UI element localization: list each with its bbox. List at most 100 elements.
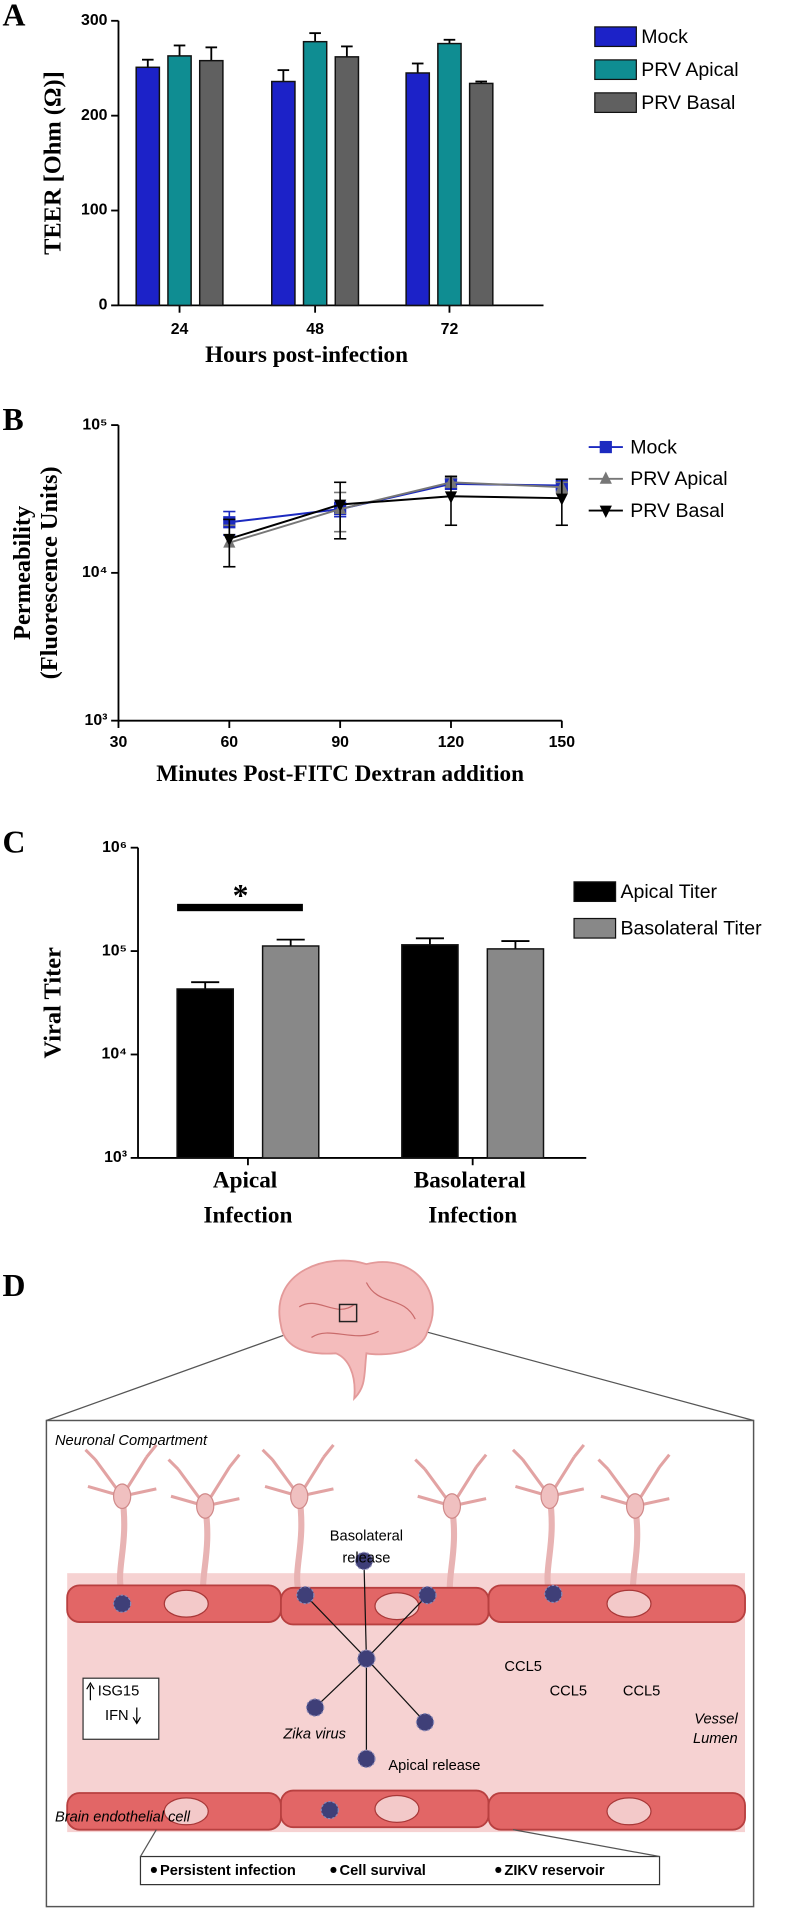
panel-label: B	[2, 402, 23, 437]
label: ISG15	[98, 1684, 140, 1700]
neuron-soma	[112, 1483, 132, 1510]
neuron-dendrites	[414, 1453, 488, 1508]
bullet	[495, 1866, 502, 1874]
y-axis-label: Permeability	[9, 506, 36, 640]
significance-bar	[177, 903, 303, 912]
release-arrow	[304, 1594, 367, 1660]
virus-particle	[320, 1800, 339, 1820]
isg-box	[82, 1677, 160, 1740]
significance-label: *	[233, 878, 249, 913]
virus-particle	[544, 1584, 563, 1604]
y-axis-label: TEER [Ohm (Ω)]	[40, 71, 67, 255]
legend-label: PRV Apical	[630, 468, 727, 490]
legend-label: PRV Apical	[641, 59, 738, 81]
y-tick-label: 10³	[104, 1149, 127, 1166]
virus-particle	[357, 1649, 376, 1668]
panel-label: C	[2, 825, 25, 860]
bar	[261, 945, 320, 1159]
callout-line	[512, 1829, 660, 1858]
arrows	[86, 1681, 141, 1725]
virus-particle	[418, 1585, 437, 1605]
legend-label: Mock	[630, 436, 677, 458]
label: Vessel	[694, 1712, 738, 1728]
bar	[405, 72, 431, 307]
y-tick-label: 10⁵	[82, 416, 107, 433]
x-axis-label: Hours post-infection	[205, 342, 408, 368]
nucleus	[606, 1797, 652, 1826]
nucleus	[163, 1589, 209, 1618]
legend-marker	[599, 440, 612, 454]
x-tick-label: Basolateral Infection	[414, 1168, 532, 1229]
legend-marker	[599, 505, 612, 518]
label: Persistent infection	[160, 1863, 296, 1879]
label: Cell survival	[340, 1863, 426, 1879]
label: Lumen	[693, 1731, 738, 1747]
release-arrow	[363, 1560, 368, 1659]
virus-particle	[112, 1594, 132, 1613]
y-tick-label: 200	[81, 107, 108, 124]
legend-label: PRV Basal	[641, 92, 735, 114]
bar	[176, 988, 235, 1159]
bar	[468, 82, 494, 307]
legend-label: Apical Titer	[620, 881, 717, 903]
y-tick-label: 10⁵	[102, 942, 127, 959]
virus-particle	[354, 1551, 374, 1571]
neuron-soma	[442, 1493, 462, 1519]
brain-vessels	[298, 1282, 416, 1338]
y-tick-label: 10³	[85, 712, 108, 729]
legend-swatch	[594, 59, 637, 81]
label: IFN	[105, 1708, 129, 1724]
bar	[271, 80, 296, 307]
panel-label: D	[2, 1268, 25, 1303]
zoom-square	[338, 1303, 358, 1323]
y-axis-label: Viral Titer	[40, 947, 67, 1059]
neuron-soma	[196, 1493, 215, 1519]
neuron-dendrites	[84, 1443, 158, 1498]
neuron-soma	[290, 1483, 309, 1510]
bullet	[330, 1866, 337, 1874]
bar	[198, 59, 224, 307]
nucleus	[374, 1592, 420, 1621]
x-tick-label: 48	[306, 321, 324, 338]
legend-swatch	[573, 881, 617, 903]
nucleus	[374, 1794, 420, 1823]
label: ZIKV reservoir	[504, 1863, 604, 1879]
y-tick-label: 100	[81, 202, 108, 219]
marker	[334, 499, 347, 512]
label: Apical release	[388, 1758, 480, 1774]
marker	[555, 493, 568, 506]
x-tick-label: 72	[441, 321, 459, 338]
label: release	[342, 1550, 390, 1566]
bar	[401, 944, 459, 1159]
label: Basolateral	[330, 1528, 403, 1544]
virus-particle	[305, 1698, 325, 1717]
bar	[437, 42, 462, 307]
line	[229, 495, 562, 540]
virus-particle	[357, 1749, 376, 1768]
line	[229, 481, 562, 544]
y-tick-label: 10⁴	[82, 564, 108, 581]
release-arrow	[365, 1658, 426, 1723]
outcome-box	[139, 1855, 661, 1886]
y-tick-label: 300	[81, 12, 108, 29]
bar	[302, 40, 328, 307]
y-tick-label: 0	[99, 297, 108, 314]
bar	[135, 66, 161, 307]
label: Brain endothelial cell	[55, 1809, 191, 1825]
callout-line	[139, 1829, 157, 1857]
marker	[223, 533, 236, 547]
legend-label: Basolateral Titer	[620, 918, 762, 940]
brain	[278, 1259, 434, 1401]
panel-label: A	[2, 0, 25, 33]
x-axis-label: Minutes Post-FITC Dextran addition	[156, 761, 524, 787]
label: Neuronal Compartment	[55, 1433, 208, 1449]
neuron-dendrites	[167, 1453, 241, 1508]
bar	[167, 55, 192, 307]
nucleus	[606, 1589, 652, 1618]
virus-particle	[296, 1585, 315, 1605]
neuron-dendrites	[597, 1453, 671, 1508]
legend-swatch	[594, 26, 637, 48]
neuron-soma	[625, 1493, 645, 1519]
x-tick-label: 150	[549, 734, 576, 751]
release-arrow	[314, 1658, 367, 1708]
